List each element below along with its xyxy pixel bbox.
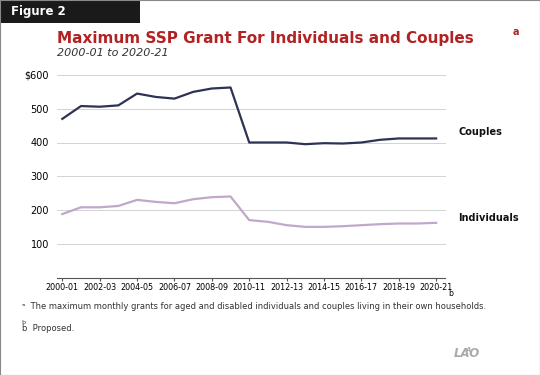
Text: b: b bbox=[22, 320, 25, 324]
Text: b: b bbox=[448, 289, 453, 298]
Text: Individuals: Individuals bbox=[458, 213, 519, 223]
Text: Couples: Couples bbox=[458, 128, 502, 137]
Text: 2000-01 to 2020-21: 2000-01 to 2020-21 bbox=[57, 48, 168, 58]
Text: a: a bbox=[513, 27, 519, 37]
Text: Figure 2: Figure 2 bbox=[11, 5, 66, 18]
Text: Maximum SSP Grant For Individuals and Couples: Maximum SSP Grant For Individuals and Co… bbox=[57, 31, 474, 46]
Text: LAO: LAO bbox=[454, 347, 480, 360]
Text: A: A bbox=[465, 347, 471, 353]
Text: ᵃ  The maximum monthly grants for aged and disabled individuals and couples livi: ᵃ The maximum monthly grants for aged an… bbox=[22, 302, 485, 311]
Text: b  Proposed.: b Proposed. bbox=[22, 324, 74, 333]
